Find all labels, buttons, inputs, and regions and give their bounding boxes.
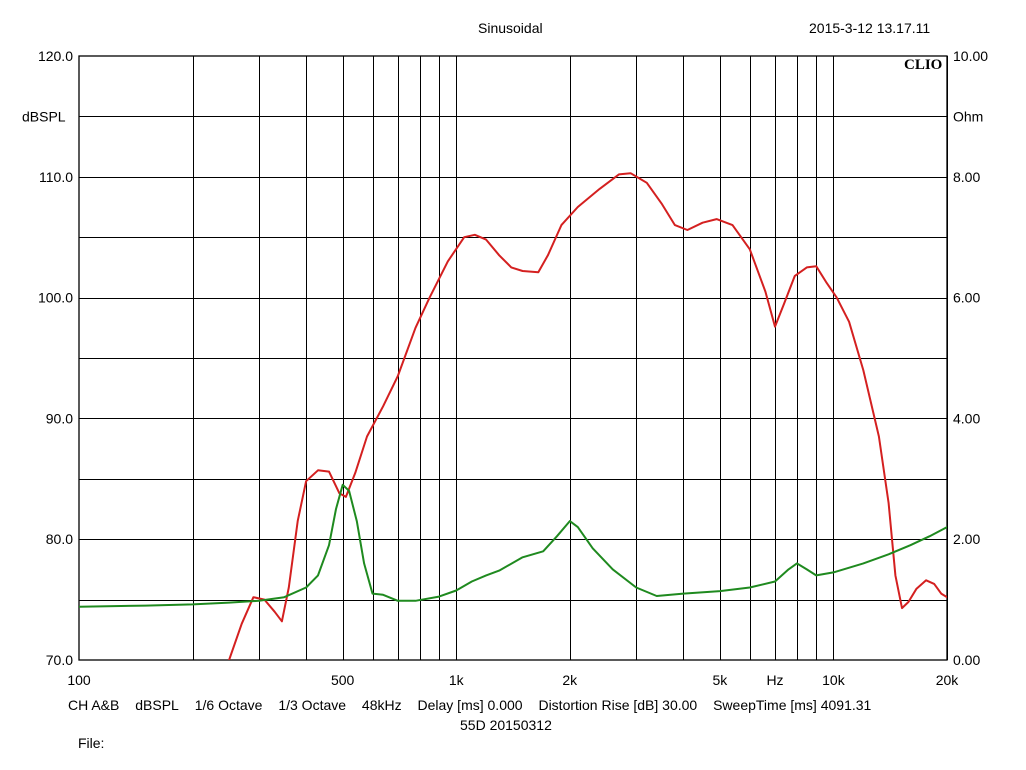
y-left-tick-label: 80.0 [46,531,73,547]
grid [78,55,948,661]
y-left-axis-label: dBSPL [22,108,66,124]
y-right-tick-label: 6.00 [953,290,980,306]
axes: 100 500 1k 2k 5k Hz 10k 20k 70.0 80.0 90.0 100.0 110… [22,48,988,688]
series-group [79,172,947,660]
y-left-tick-label: 100.0 [38,290,73,306]
y-right-tick-label: 10.00 [953,48,988,64]
impedance-line [79,483,947,608]
x-tick-label: 20k [936,672,960,688]
y-left-tick-label: 120.0 [38,48,73,64]
delay-setting: Delay [ms] 0.000 [417,697,523,713]
y-left-tick-label: 110.0 [39,169,73,185]
y-left-tick-label: 70.0 [46,652,73,668]
y-right-tick-label: 2.00 [953,531,980,547]
smoothing-setting: 1/3 Octave [278,697,347,713]
y-right-tick-label: 4.00 [953,410,980,426]
clio-brand-logo: CLIO [904,57,942,73]
sample-rate-setting: 48kHz [361,697,402,713]
y-right-axis-label: Ohm [953,108,983,124]
y-left-tick-label: 90.0 [46,410,73,426]
unit-setting: dBSPL [135,697,179,713]
y-right-tick-label: 0.00 [953,652,980,668]
resolution-setting: 1/6 Octave [194,697,263,713]
file-label: File: [78,735,105,751]
measurement-settings-bar: CH A&B dBSPL 1/6 Octave 1/3 Octave 48kHz… [68,697,883,713]
spl-response-line [228,172,947,660]
x-tick-label: 2k [562,672,578,688]
timestamp: 2015-3-12 13.17.11 [809,20,931,36]
x-tick-label: 10k [822,672,846,688]
x-tick-label: 1k [449,672,465,688]
x-tick-label: 500 [331,672,355,688]
distortion-rise-setting: Distortion Rise [dB] 30.00 [538,697,698,713]
x-tick-label: Hz [766,672,783,688]
file-name: 55D 20150312 [460,717,552,733]
channel-setting: CH A&B [68,697,120,713]
chart-title: Sinusoidal [478,20,543,36]
y-right-tick-label: 8.00 [953,169,980,185]
sweep-time-setting: SweepTime [ms] 4091.31 [713,697,872,713]
x-tick-label: 100 [67,672,91,688]
x-tick-label: 5k [712,672,728,688]
